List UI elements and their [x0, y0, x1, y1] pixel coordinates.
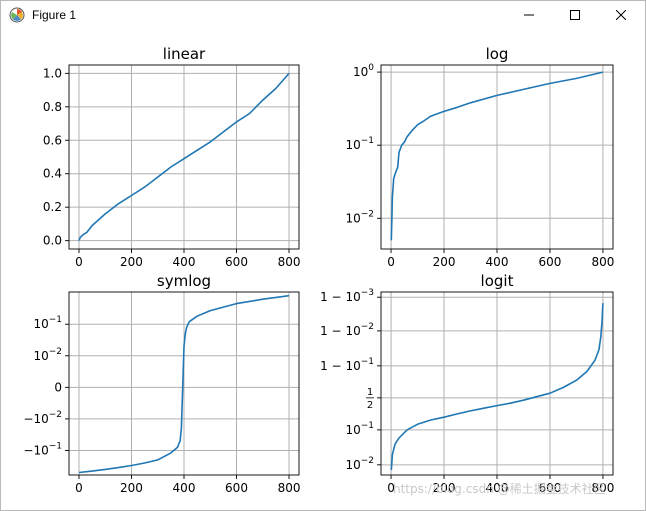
- y-tick-label: −10−2: [23, 410, 62, 426]
- close-button[interactable]: [598, 1, 644, 29]
- x-tick-label: 600: [539, 255, 562, 269]
- x-tick-label: 0: [75, 481, 83, 495]
- x-tick-label: 200: [433, 255, 456, 269]
- x-tick-label: 0: [387, 481, 395, 495]
- y-tick-label: 10−2: [33, 347, 62, 363]
- y-tick-label: 0.2: [43, 200, 62, 214]
- x-tick-label: 800: [591, 255, 614, 269]
- x-tick-label: 200: [433, 481, 456, 495]
- x-tick-label: 0: [75, 255, 83, 269]
- watermark: https://blog.csdn @稀土掘金技术社区: [393, 482, 606, 496]
- y-tick-label: 1: [367, 387, 373, 398]
- x-tick-label: 400: [486, 255, 509, 269]
- matplotlib-figure-icon: [9, 7, 25, 23]
- subplot-title: logit: [481, 272, 514, 290]
- x-tick-label: 600: [539, 481, 562, 495]
- subplot-title: log: [486, 45, 509, 63]
- y-tick-label: 2: [367, 400, 373, 411]
- series-line: [78, 294, 290, 474]
- subplot-title: symlog: [157, 272, 211, 290]
- y-tick-label: 1 − 10−1: [320, 357, 374, 373]
- subplot-symlog: 0 200 400 600 800 −10−1 −10−2 0 10−2 10−1 symlog: [23, 272, 300, 495]
- title-bar[interactable]: Figure 1: [1, 1, 645, 29]
- subplot-logit: 0 200 400 600 800 10−2 10−1 1 2 1 − 10−1 1 − 10−2 1…: [320, 272, 614, 495]
- minimize-icon: [524, 14, 534, 16]
- subplot-linear: 0 200 400 600 800 0.0 0.2 0.4 0.6 0.8 1.0 linear: [43, 45, 301, 269]
- y-tick-label: 0.4: [43, 167, 62, 181]
- x-tick-label: 800: [278, 255, 301, 269]
- subplot-title: linear: [163, 45, 206, 63]
- y-tick-label: 1 − 10−2: [320, 322, 374, 338]
- maximize-icon: [570, 10, 580, 20]
- figure-canvas[interactable]: 0 200 400 600 800 0.0 0.2 0.4 0.6 0.8 1.0 linear 0 20…: [1, 29, 645, 510]
- y-tick-label: 10−1: [345, 136, 374, 152]
- maximize-button[interactable]: [552, 1, 598, 29]
- window-title: Figure 1: [32, 8, 77, 22]
- subplot-log: 0 200 400 600 800 10−2 10−1 100 log: [345, 45, 614, 269]
- y-tick-label: 10−1: [345, 421, 374, 437]
- y-tick-label: 1 − 10−3: [320, 288, 374, 304]
- y-tick-label: 0: [54, 380, 62, 394]
- y-tick-label: 100: [353, 63, 374, 79]
- x-tick-label: 600: [225, 255, 248, 269]
- minimize-button[interactable]: [506, 1, 552, 29]
- x-tick-label: 400: [173, 255, 196, 269]
- y-tick-label: 0.6: [43, 133, 62, 147]
- series-line: [78, 72, 290, 241]
- x-tick-label: 0: [387, 255, 395, 269]
- y-tick-label: 10−2: [345, 456, 374, 472]
- y-tick-label: −10−1: [23, 441, 62, 457]
- y-tick-label: 0.0: [43, 234, 62, 248]
- x-tick-label: 600: [225, 481, 248, 495]
- y-tick-label: 0.8: [43, 100, 62, 114]
- x-tick-label: 200: [120, 481, 143, 495]
- series-line: [390, 71, 604, 241]
- y-tick-label: 10−1: [33, 315, 62, 331]
- series-line: [390, 303, 604, 471]
- close-icon: [616, 10, 626, 20]
- x-tick-label: 400: [173, 481, 196, 495]
- x-tick-label: 200: [120, 255, 143, 269]
- x-tick-label: 400: [486, 481, 509, 495]
- y-tick-label: 10−2: [345, 209, 374, 225]
- x-tick-label: 800: [591, 481, 614, 495]
- y-tick-label: 1.0: [43, 66, 62, 80]
- x-tick-label: 800: [278, 481, 301, 495]
